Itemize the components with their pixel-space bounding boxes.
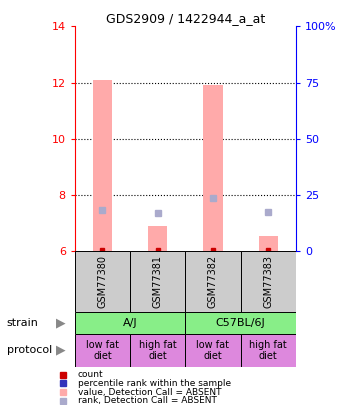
Text: protocol: protocol <box>7 345 52 355</box>
Text: GSM77380: GSM77380 <box>98 255 107 308</box>
Text: A/J: A/J <box>123 318 137 328</box>
Text: strain: strain <box>7 318 39 328</box>
Bar <box>75 251 130 312</box>
Text: high fat
diet: high fat diet <box>249 339 287 361</box>
Text: value, Detection Call = ABSENT: value, Detection Call = ABSENT <box>78 388 221 396</box>
Title: GDS2909 / 1422944_a_at: GDS2909 / 1422944_a_at <box>106 12 265 25</box>
Text: ▶: ▶ <box>56 316 66 330</box>
Bar <box>93 80 112 251</box>
Text: rank, Detection Call = ABSENT: rank, Detection Call = ABSENT <box>78 396 217 405</box>
Bar <box>258 236 278 251</box>
Text: low fat
diet: low fat diet <box>197 339 230 361</box>
Text: GSM77383: GSM77383 <box>263 255 273 308</box>
Text: low fat
diet: low fat diet <box>86 339 119 361</box>
Bar <box>130 334 185 367</box>
Bar <box>185 312 296 334</box>
Text: GSM77382: GSM77382 <box>208 255 218 308</box>
Bar <box>203 85 223 251</box>
Text: count: count <box>78 371 103 379</box>
Bar <box>241 334 296 367</box>
Text: percentile rank within the sample: percentile rank within the sample <box>78 379 231 388</box>
Bar <box>185 334 241 367</box>
Text: GSM77381: GSM77381 <box>153 255 163 308</box>
Text: high fat
diet: high fat diet <box>139 339 176 361</box>
Bar <box>241 251 296 312</box>
Text: C57BL/6J: C57BL/6J <box>216 318 266 328</box>
Bar <box>148 226 167 251</box>
Bar <box>185 251 241 312</box>
Text: ▶: ▶ <box>56 344 66 357</box>
Bar <box>75 334 130 367</box>
Bar <box>130 251 185 312</box>
Bar <box>75 312 185 334</box>
